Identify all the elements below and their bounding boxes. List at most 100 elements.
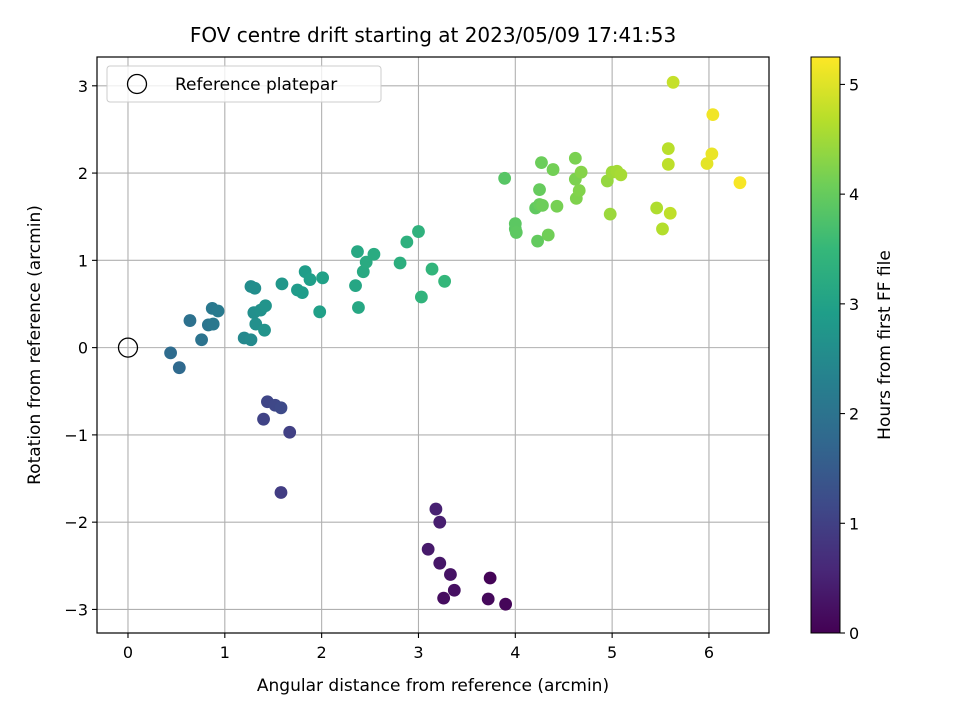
- data-point: [359, 255, 373, 269]
- data-point: [316, 271, 330, 285]
- x-axis-ticks: 0 1 2 3 4 5 6: [123, 633, 714, 662]
- reference-platepar-point: [117, 337, 139, 358]
- data-point: [433, 515, 447, 529]
- y-tick-label: 2: [78, 164, 88, 183]
- data-point: [283, 425, 297, 439]
- data-point: [412, 225, 425, 238]
- colorbar-tick-label: 2: [849, 405, 859, 424]
- colorbar: [810, 56, 841, 634]
- data-point: [257, 412, 270, 426]
- data-point: [650, 201, 664, 215]
- legend-marker-icon: [126, 73, 148, 95]
- data-point: [572, 184, 586, 197]
- data-point: [425, 262, 439, 276]
- colorbar-tick-label: 4: [849, 185, 859, 204]
- data-point: [444, 568, 457, 581]
- data-point: [275, 277, 289, 291]
- data-point: [259, 299, 272, 313]
- y-tick-label: 1: [78, 251, 88, 270]
- scatter-points: [164, 75, 747, 611]
- data-point: [164, 346, 177, 360]
- data-point: [244, 333, 258, 347]
- data-point: [663, 206, 677, 220]
- colorbar-tick-label: 1: [849, 514, 859, 533]
- data-point: [258, 323, 271, 337]
- y-axis-ticks: −3 −2 −1 0 1 2 3: [64, 77, 97, 619]
- data-point: [603, 207, 617, 221]
- data-point: [295, 286, 309, 300]
- y-axis-label: Rotation from reference (arcmin): [25, 205, 45, 485]
- data-point: [303, 273, 317, 286]
- data-point: [706, 108, 720, 121]
- chart-title: FOV centre drift starting at 2023/05/09 …: [190, 23, 676, 47]
- x-tick-label: 6: [704, 643, 714, 662]
- y-tick-label: 0: [78, 339, 88, 358]
- data-point: [541, 228, 555, 242]
- x-tick-label: 2: [317, 643, 327, 662]
- reference-marker: [117, 337, 139, 358]
- data-point: [421, 542, 435, 556]
- data-point: [661, 157, 675, 171]
- data-point: [183, 314, 197, 327]
- data-point: [536, 198, 549, 212]
- data-point: [429, 502, 443, 516]
- data-point: [437, 591, 451, 605]
- plot-area: [97, 57, 769, 633]
- data-point: [656, 222, 669, 236]
- data-point: [447, 583, 461, 597]
- data-point: [211, 304, 225, 318]
- data-point: [356, 265, 370, 279]
- y-tick-label: −3: [64, 600, 88, 619]
- data-point: [666, 75, 680, 89]
- data-point: [498, 171, 512, 185]
- data-point: [531, 234, 544, 248]
- data-point: [352, 301, 365, 314]
- data-point: [568, 151, 582, 165]
- legend-label: Reference platepar: [175, 75, 337, 95]
- x-tick-label: 4: [510, 643, 520, 662]
- data-point: [393, 256, 407, 270]
- data-point: [433, 556, 447, 570]
- x-tick-label: 3: [413, 643, 423, 662]
- data-point: [367, 247, 381, 261]
- data-point: [509, 226, 523, 239]
- x-tick-label: 5: [607, 643, 617, 662]
- data-point: [351, 245, 364, 259]
- data-point: [438, 274, 452, 288]
- data-point: [248, 281, 262, 295]
- data-point: [414, 290, 428, 304]
- data-point: [274, 486, 288, 499]
- data-point: [172, 361, 186, 375]
- data-point: [550, 199, 564, 213]
- data-point: [195, 333, 208, 347]
- data-point: [400, 235, 414, 249]
- x-axis-label: Angular distance from reference (arcmin): [257, 676, 609, 696]
- legend: Reference platepar: [106, 65, 382, 103]
- data-point: [313, 305, 327, 319]
- data-point: [349, 279, 362, 293]
- x-tick-label: 1: [220, 643, 230, 662]
- plot-frame: [96, 56, 770, 634]
- y-tick-label: 3: [78, 77, 88, 96]
- x-tick-label: 0: [123, 643, 133, 662]
- data-point: [614, 168, 628, 182]
- data-point: [499, 597, 513, 611]
- legend-box: [106, 65, 382, 103]
- data-point: [574, 165, 588, 179]
- data-point: [705, 147, 719, 161]
- colorbar-tick-label: 0: [849, 624, 859, 643]
- y-tick-label: −1: [64, 426, 88, 445]
- data-point: [661, 142, 675, 156]
- y-tick-label: −2: [64, 513, 88, 532]
- colorbar-label: Hours from first FF file: [875, 250, 895, 440]
- data-point: [206, 317, 220, 331]
- colorbar-tick-label: 3: [849, 295, 859, 314]
- data-point: [535, 156, 548, 170]
- data-point: [483, 571, 497, 585]
- colorbar-ticks: 0 1 2 3 4 5: [840, 75, 859, 643]
- data-point: [274, 401, 288, 415]
- colorbar-tick-label: 5: [849, 75, 859, 94]
- grid-lines: [97, 57, 769, 633]
- data-point: [700, 157, 714, 170]
